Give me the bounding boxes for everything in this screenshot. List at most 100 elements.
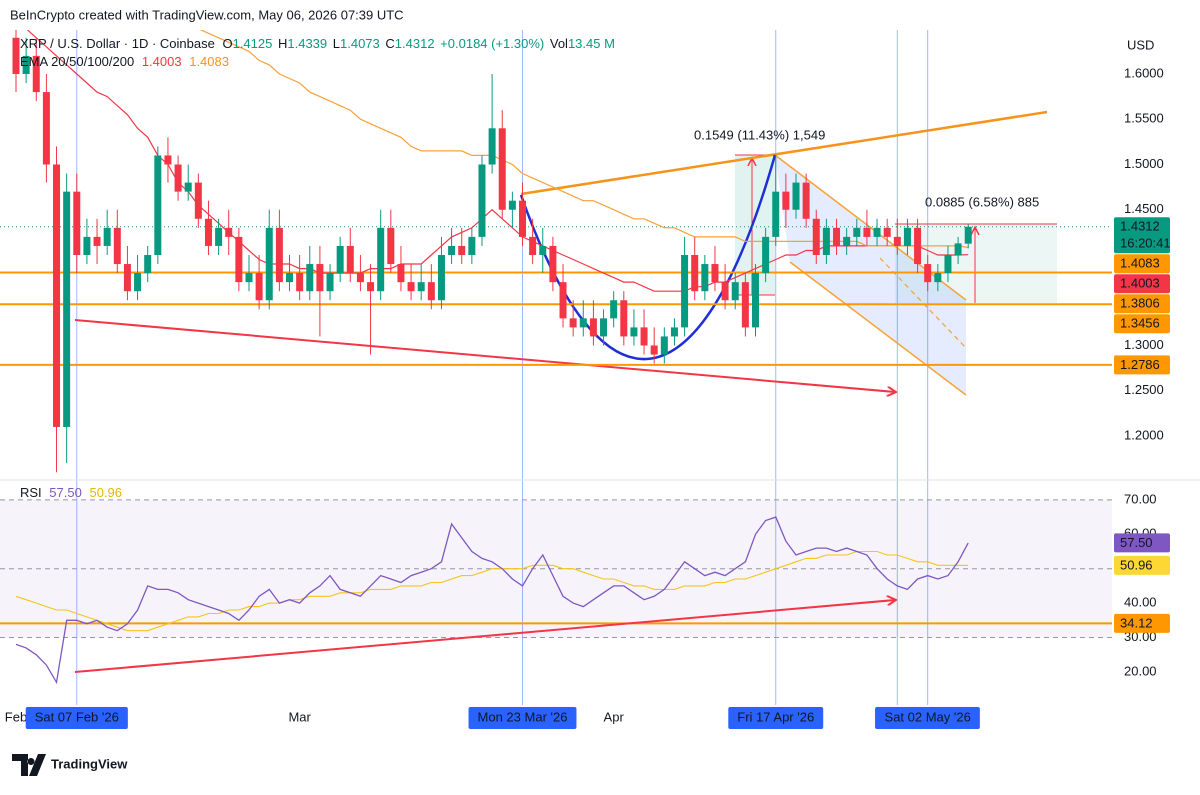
price-marker-label: 1.4312 [1120, 219, 1160, 234]
price-marker [1114, 274, 1170, 294]
rsi-tick-label: 40.00 [1124, 595, 1157, 610]
x-tick-label: Mar [288, 709, 311, 724]
levels [0, 226, 1112, 625]
x-tick-label: Sat 07 Feb '26 [35, 709, 119, 724]
candle-body [681, 254, 689, 328]
currency: USD [1127, 37, 1154, 52]
channel-fill [775, 155, 966, 395]
candle-body [539, 245, 547, 255]
date-box [25, 707, 128, 729]
date-box [468, 707, 577, 729]
candle-body [579, 318, 587, 328]
candle-body [437, 254, 445, 301]
legend-key: C [385, 36, 394, 51]
ema-value: 1.4003 [142, 54, 182, 69]
candle-body [488, 128, 496, 165]
y-tick-label: 1.3000 [1124, 337, 1164, 352]
candle-body [255, 273, 263, 301]
legend-value: 1.4312 [395, 36, 435, 51]
rsi-band [0, 499, 1112, 638]
candle-body [367, 282, 375, 292]
rsi-background [0, 499, 1112, 639]
candle-body [964, 226, 972, 244]
price-marker [1114, 254, 1170, 274]
candle-body [883, 227, 891, 237]
candle-body [346, 245, 354, 274]
brand-logo: TradingView [12, 754, 128, 776]
date-box [728, 707, 824, 729]
legend-value: 1.4073 [340, 36, 380, 51]
candle-body [691, 254, 699, 292]
symbol: XRP / U.S. Dollar · 1D · Coinbase [20, 36, 215, 51]
candle-body [822, 227, 830, 255]
rsi-ma-value: 50.96 [89, 485, 122, 500]
candle-body [701, 264, 709, 292]
candle-body [751, 273, 759, 328]
candle-body [569, 318, 577, 328]
legend-key: L [333, 36, 340, 51]
candle-body [12, 37, 20, 74]
candle-body [741, 282, 749, 328]
candle-body [356, 273, 364, 283]
candle-body [508, 200, 516, 210]
candle-body [549, 245, 557, 283]
price-marker-label: 1.2786 [1120, 357, 1160, 372]
price-marker-label: 57.50 [1120, 535, 1153, 550]
date-lines [76, 30, 929, 705]
y-tick-label: 1.2000 [1124, 427, 1164, 442]
channel-upper [774, 154, 967, 301]
candle-body [660, 336, 668, 355]
candle-body [103, 227, 111, 246]
candle-body [427, 282, 435, 301]
candle-body [782, 191, 790, 210]
legend-value: 1.4339 [287, 36, 327, 51]
legend-volume: 13.45 M [568, 36, 615, 51]
candle-body [610, 300, 618, 319]
candle-body [245, 273, 253, 283]
candle-body [600, 318, 608, 337]
legend: XRP / U.S. Dollar · 1D · Coinbase O1.412… [20, 36, 615, 51]
y-tick-label: 1.2500 [1124, 382, 1164, 397]
candle-body [184, 182, 192, 192]
price-marker [1114, 314, 1170, 334]
candle-body [640, 327, 648, 346]
candle-body [306, 264, 314, 292]
drawings [74, 110, 1057, 395]
price-marker-label: 1.4083 [1120, 256, 1160, 271]
x-tick-label: Mon 23 Mar '26 [478, 709, 568, 724]
y-tick-label: 1.6000 [1124, 65, 1164, 80]
candle-body [893, 236, 901, 246]
candle-body [448, 245, 456, 255]
candle-body [914, 227, 922, 265]
candle-body [529, 236, 537, 255]
candle-body [275, 227, 283, 283]
rsi-pane [15, 516, 969, 685]
price-marker-label: 1.3806 [1120, 296, 1160, 311]
rsi-legend: RSI 57.50 50.96 [20, 485, 122, 500]
rsi-line [15, 550, 969, 632]
candle-body [519, 200, 526, 237]
y-tick-label: 1.4500 [1124, 201, 1164, 216]
candle-body [134, 273, 142, 292]
candle-body [731, 282, 739, 301]
candle-body [286, 273, 294, 283]
x-tick-label: Apr [604, 709, 625, 724]
candle-body [397, 264, 405, 283]
candle-body [650, 345, 658, 355]
legend-key: O [222, 36, 232, 51]
candle-body [265, 227, 273, 301]
candle-body [853, 227, 861, 237]
candle-body [407, 282, 415, 292]
rsi-trendline [74, 600, 895, 673]
candle-body [468, 236, 476, 255]
rsi-line [15, 516, 969, 685]
price-marker [1114, 613, 1170, 633]
candle-body [215, 227, 223, 246]
annotation: 0.0885 (6.58%) 885 [925, 194, 1039, 209]
legend-key: H [278, 36, 287, 51]
candle-body [336, 245, 344, 274]
countdown: 16:20:41 [1120, 236, 1171, 251]
price-marker [1114, 555, 1170, 575]
candle-body [113, 227, 121, 265]
